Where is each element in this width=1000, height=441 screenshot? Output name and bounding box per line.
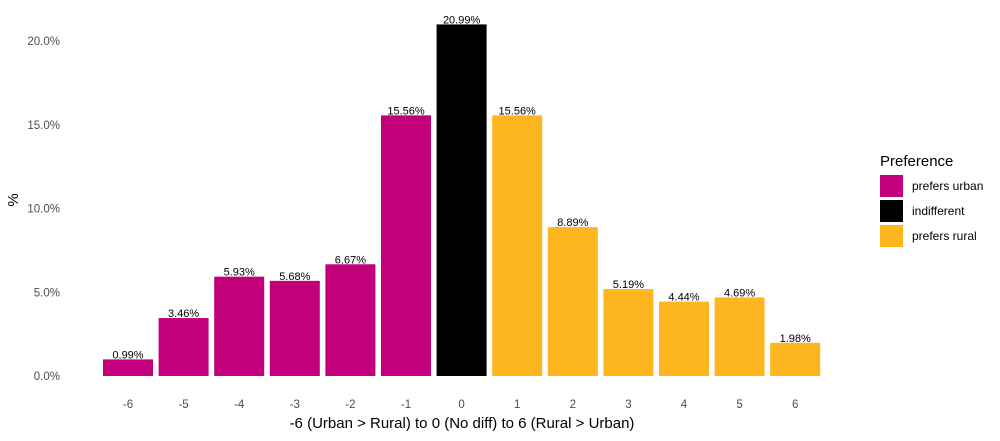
legend: Preference prefers urbanindifferentprefe… [880,153,983,247]
bar [603,289,654,376]
y-tick-label: 15.0% [27,120,60,132]
bar-value-label: 0.99% [112,349,143,361]
x-tick-label: -3 [290,399,300,411]
bar-value-label: 5.68% [279,271,310,283]
legend-swatch [880,200,903,222]
y-axis-ticks: 0.0% 5.0% 10.0% 15.0% 20.0% [27,36,60,383]
x-tick-label: -4 [234,399,245,411]
bar-value-label: 15.56% [387,105,425,117]
legend-title: Preference [880,153,953,170]
x-tick-label: 2 [570,399,576,411]
bar [325,264,376,376]
bar [492,115,543,377]
bar [770,342,821,376]
legend-swatch [880,175,903,197]
legend-label: indifferent [912,204,965,218]
legend-items: prefers urban indifferent prefers rural [880,175,983,247]
x-tick-label: -2 [345,399,355,411]
bar [381,115,431,377]
bar-value-label: 8.89% [557,217,588,229]
bar [659,301,709,376]
x-tick-label: 4 [681,399,688,411]
bar-value-labels: 0.99% 3.46% 5.93% 5.68% 6.67% 15.56% 20.99% 15.… [112,14,811,361]
bar-value-label: 6.67% [335,254,366,266]
x-tick-label: 6 [792,399,798,411]
bar [436,24,487,376]
x-tick-label: -6 [123,399,133,411]
y-axis-title: % [5,193,22,206]
x-axis-ticks: -6 -5 -4 -3 -2 -1 0 1 2 3 4 5 6 [123,399,799,411]
bar-value-label: 5.19% [613,279,644,291]
legend-label: prefers urban [912,179,983,193]
x-axis-title: -6 (Urban > Rural) to 0 (No diff) to 6 (… [290,415,635,432]
x-tick-label: 1 [514,399,520,411]
bars [103,24,821,377]
x-tick-label: 5 [736,399,742,411]
y-tick-label: 20.0% [27,36,60,48]
bar-value-label: 1.98% [780,333,811,345]
bar [714,297,765,376]
x-tick-label: -1 [401,399,411,411]
x-tick-label: 3 [625,399,631,411]
bar-value-label: 20.99% [443,14,481,26]
bar-value-label: 4.44% [668,292,699,304]
bar-value-label: 15.56% [499,105,537,117]
legend-label: prefers rural [912,229,977,243]
y-tick-label: 5.0% [34,287,60,299]
bar-value-label: 4.69% [724,287,755,299]
bar-value-label: 3.46% [168,308,199,320]
legend-swatch [880,225,903,247]
bar [214,276,265,376]
bar [103,359,153,376]
bar [158,318,209,376]
y-tick-label: 0.0% [34,371,60,383]
x-tick-label: -5 [178,399,188,411]
bar [547,227,598,376]
x-tick-label: 0 [458,399,464,411]
y-tick-label: 10.0% [27,204,60,216]
bar [269,280,320,376]
bar-value-label: 5.93% [224,267,255,279]
